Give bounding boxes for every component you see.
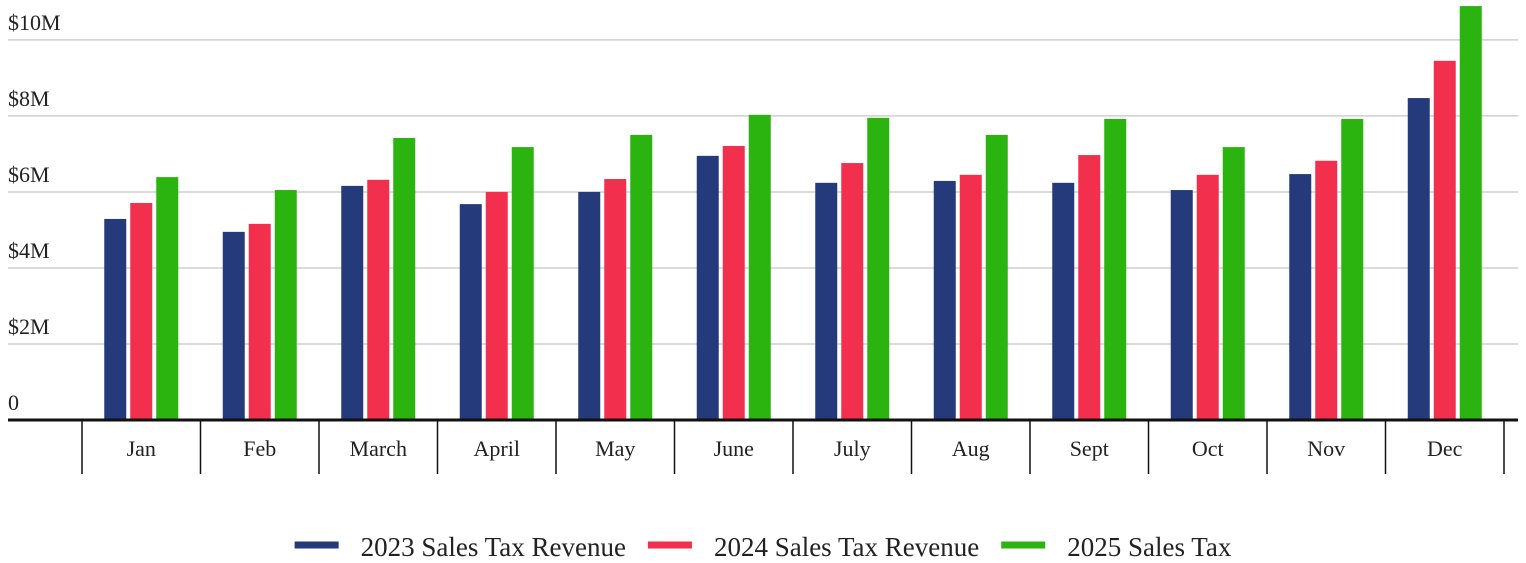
x-tick-label: Oct xyxy=(1192,436,1224,461)
bar xyxy=(274,190,297,420)
bar xyxy=(130,202,153,420)
x-tick-label: May xyxy=(595,436,635,461)
bar xyxy=(1222,147,1245,420)
x-tick-label: Aug xyxy=(952,436,990,461)
bar xyxy=(867,117,890,420)
bar xyxy=(1170,190,1193,420)
y-tick-label: 0 xyxy=(8,390,19,415)
y-tick-label: $8M xyxy=(8,86,50,111)
bar xyxy=(1315,160,1338,421)
bar xyxy=(748,114,771,421)
bar xyxy=(341,185,364,420)
x-tick-label: April xyxy=(474,436,520,461)
bar xyxy=(1433,60,1456,420)
x-tick-label: Dec xyxy=(1427,436,1463,461)
bar xyxy=(1407,98,1430,420)
bar xyxy=(1196,174,1219,420)
x-tick-label: July xyxy=(834,436,871,461)
legend-label: 2025 Sales Tax xyxy=(1067,532,1232,562)
bar xyxy=(1078,155,1101,421)
bar xyxy=(933,180,956,420)
bar xyxy=(104,218,127,420)
bar xyxy=(604,179,627,420)
bar xyxy=(1104,118,1127,420)
bar xyxy=(959,174,982,420)
x-tick-label: Nov xyxy=(1307,436,1345,461)
bar xyxy=(630,134,653,420)
y-tick-label: $4M xyxy=(8,238,50,263)
y-tick-label: $10M xyxy=(8,10,61,35)
y-tick-label: $2M xyxy=(8,314,50,339)
bar xyxy=(248,223,271,420)
bar xyxy=(815,182,838,420)
bar xyxy=(511,147,534,420)
bar xyxy=(985,134,1008,420)
y-tick-label: $6M xyxy=(8,162,50,187)
bar xyxy=(1289,174,1312,420)
legend-label: 2023 Sales Tax Revenue xyxy=(361,532,626,562)
bar xyxy=(1052,182,1075,420)
bar xyxy=(722,145,745,420)
x-tick-label: June xyxy=(714,436,754,461)
bar xyxy=(156,177,179,420)
bar xyxy=(578,191,601,420)
bar xyxy=(367,179,390,420)
x-tick-label: Jan xyxy=(127,436,156,461)
x-tick-label: Sept xyxy=(1070,436,1109,461)
legend-label: 2024 Sales Tax Revenue xyxy=(714,532,979,562)
x-tick-label: Feb xyxy=(243,436,276,461)
bar xyxy=(393,137,416,421)
bar xyxy=(459,204,482,420)
bar xyxy=(1341,118,1364,420)
bar xyxy=(696,155,719,420)
bar xyxy=(485,191,508,420)
bar xyxy=(841,163,864,420)
bar xyxy=(222,231,245,420)
bar xyxy=(1459,6,1482,420)
x-tick-label: March xyxy=(350,436,407,461)
